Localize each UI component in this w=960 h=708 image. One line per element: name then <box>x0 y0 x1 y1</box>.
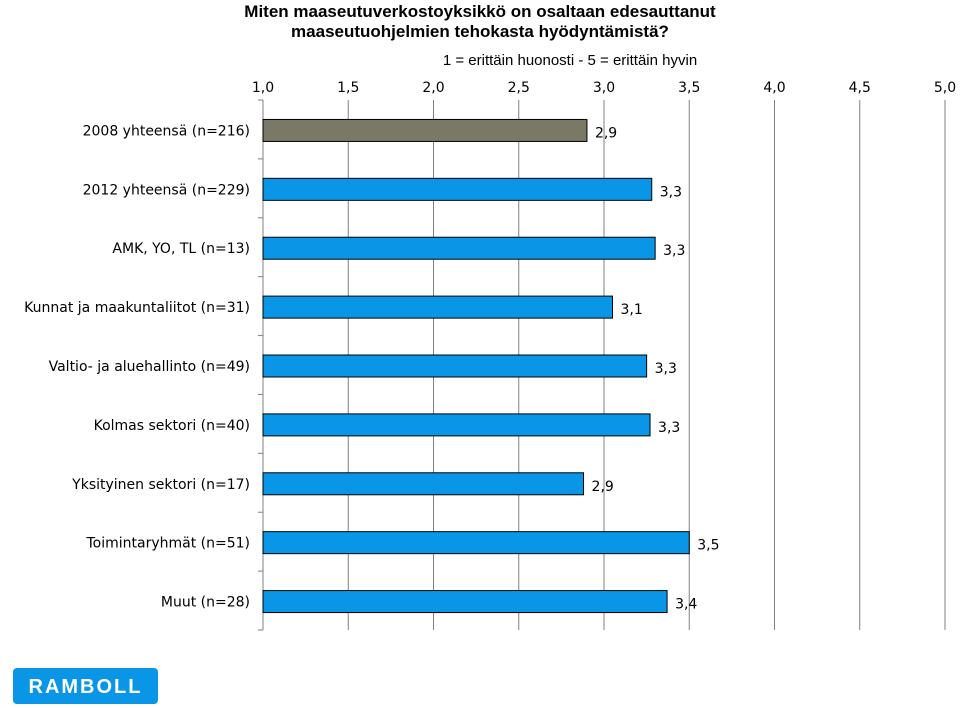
category-label: Kunnat ja maakuntaliitot (n=31) <box>24 300 250 316</box>
ramboll-logo: RAMBOLL <box>13 668 158 704</box>
x-tick-label: 2,0 <box>422 80 444 96</box>
chart-subtitle: 1 = erittäin huonosti - 5 = erittäin hyv… <box>442 52 698 69</box>
data-label: 2,9 <box>595 125 617 141</box>
svg-text:RAMBOLL: RAMBOLL <box>29 676 143 698</box>
x-tick-label: 3,5 <box>678 80 700 96</box>
bar <box>262 531 690 555</box>
bar <box>262 177 653 201</box>
bar <box>262 354 648 378</box>
data-label: 3,3 <box>660 184 682 200</box>
x-tick-label: 4,0 <box>763 80 785 96</box>
chart-title-line1: Miten maaseutuverkostoyksikkö on osaltaa… <box>244 2 716 21</box>
data-label: 3,3 <box>658 420 680 436</box>
data-label: 3,3 <box>655 361 677 377</box>
category-label: AMK, YO, TL (n=13) <box>112 241 250 257</box>
data-label: 3,4 <box>675 597 697 613</box>
data-label: 3,5 <box>697 538 719 554</box>
bar <box>262 295 614 319</box>
category-label: 2008 yhteensä (n=216) <box>83 123 250 139</box>
x-tick-label: 5,0 <box>934 80 956 96</box>
bar <box>262 472 585 496</box>
category-label: Yksityinen sektori (n=17) <box>71 477 250 493</box>
x-tick-label: 2,5 <box>508 80 530 96</box>
x-tick-label: 4,5 <box>849 80 871 96</box>
category-label: 2012 yhteensä (n=229) <box>83 182 250 198</box>
chart-title: Miten maaseutuverkostoyksikkö on osaltaa… <box>120 2 840 42</box>
data-label: 3,1 <box>621 302 643 318</box>
data-label: 2,9 <box>592 479 614 495</box>
bar <box>262 118 588 142</box>
category-label: Kolmas sektori (n=40) <box>94 418 250 434</box>
chart-title-line2: maaseutuohjelmien tehokasta hyödyntämist… <box>291 22 669 41</box>
bar <box>262 236 656 260</box>
category-label: Muut (n=28) <box>161 595 250 611</box>
x-tick-label: 3,0 <box>593 80 615 96</box>
data-label: 3,3 <box>663 243 685 259</box>
category-label: Toimintaryhmät (n=51) <box>85 536 250 552</box>
bar <box>262 413 651 437</box>
x-tick-label: 1,0 <box>252 80 274 96</box>
x-tick-label: 1,5 <box>337 80 359 96</box>
bar <box>262 590 668 614</box>
category-label: Valtio- ja aluehallinto (n=49) <box>49 359 250 375</box>
